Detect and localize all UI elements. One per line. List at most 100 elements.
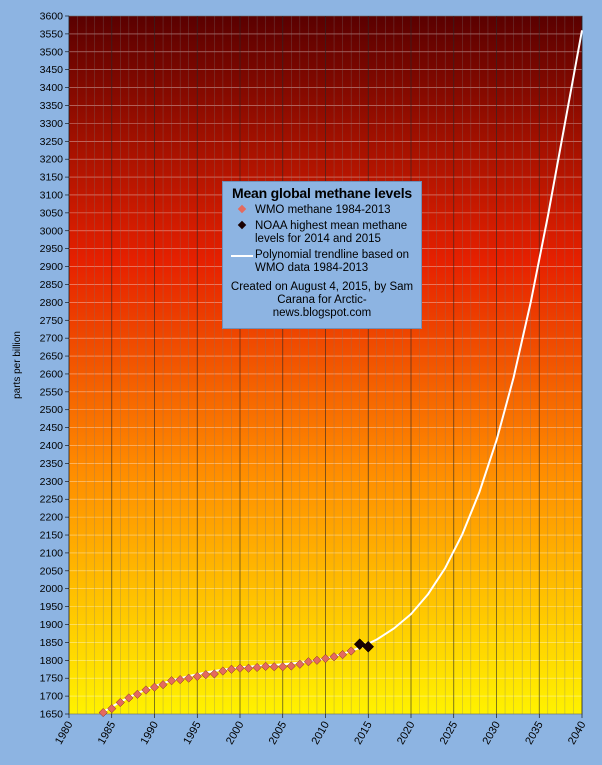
y-tick-label: 3200 [40, 154, 64, 166]
wmo-data-point [312, 655, 322, 665]
y-tick-label: 3050 [40, 207, 64, 219]
wmo-data-point [261, 661, 271, 671]
y-tick-label: 3300 [40, 118, 64, 130]
wmo-data-point [320, 653, 331, 664]
wmo-data-point [124, 693, 134, 703]
y-tick-label: 3450 [40, 64, 64, 76]
wmo-data-point [192, 671, 202, 681]
y-tick-label: 2550 [40, 386, 64, 398]
y-tick-label: 1950 [40, 601, 64, 613]
y-tick-label: 2150 [40, 530, 64, 542]
chart-credit: Created on August 4, 2015, by Sam Carana… [230, 281, 414, 319]
y-tick-label: 2700 [40, 333, 64, 345]
wmo-data-point [141, 685, 151, 695]
x-tick-label: 1985 [96, 720, 119, 747]
y-tick-label: 3250 [40, 136, 64, 148]
legend: Mean global methane levels WMO methane 1… [222, 181, 422, 329]
y-tick-label: 3100 [40, 189, 64, 201]
wmo-data-point [278, 662, 288, 672]
wmo-data-point [201, 670, 211, 680]
x-tick-label: 2035 [523, 720, 546, 747]
y-tick-label: 1750 [40, 673, 64, 685]
y-tick-label: 1900 [40, 619, 64, 631]
wmo-data-point [252, 662, 262, 673]
y-tick-label: 2750 [40, 315, 64, 327]
x-tick-label: 2015 [352, 720, 375, 747]
y-tick-label: 2250 [40, 494, 64, 506]
y-tick-label: 3150 [40, 172, 64, 184]
y-tick-label: 2600 [40, 368, 64, 380]
y-axis: 1650 1700 1750 1800 1850 1900 1950 2000 2050 2100… [40, 11, 69, 721]
y-tick-label: 2050 [40, 565, 64, 577]
y-tick-label: 3350 [40, 100, 64, 112]
legend-marker-wmo [229, 204, 255, 217]
wmo-data-point [149, 682, 160, 692]
x-tick-label: 1980 [53, 720, 76, 747]
y-tick-label: 3550 [40, 28, 64, 40]
wmo-data-point [303, 657, 313, 667]
wmo-data-point [235, 663, 245, 673]
legend-label-noaa: NOAA highest mean methane levels for 201… [255, 220, 408, 245]
y-tick-label: 2000 [40, 583, 64, 595]
y-axis-label: parts per billion [12, 331, 23, 399]
wmo-data-point [218, 666, 228, 676]
y-tick-label: 3500 [40, 46, 64, 58]
wmo-data-point [226, 664, 237, 674]
x-tick-label: 2000 [224, 720, 247, 747]
x-tick-label: 2005 [267, 720, 290, 747]
wmo-data-point [295, 659, 305, 669]
y-tick-label: 2950 [40, 243, 64, 255]
y-tick-label: 1650 [40, 709, 64, 721]
wmo-data-point [184, 673, 194, 683]
y-tick-label: 1800 [40, 655, 64, 667]
x-tick-label: 2030 [480, 720, 503, 747]
noaa-data-point [353, 638, 366, 651]
y-tick-label: 1700 [40, 691, 64, 703]
y-tick-label: 3400 [40, 82, 64, 94]
y-tick-label: 2100 [40, 547, 64, 559]
wmo-data-point [346, 646, 356, 656]
wmo-data-point [338, 650, 348, 660]
x-tick-label: 1990 [138, 720, 161, 747]
legend-label-wmo: WMO methane 1984-2013 [255, 204, 391, 216]
wmo-data-point [98, 708, 108, 718]
wmo-data-point [175, 675, 185, 685]
wmo-data-point [115, 697, 125, 708]
wmo-data-point [243, 663, 254, 673]
wmo-data-point [107, 704, 117, 714]
y-tick-label: 2350 [40, 458, 64, 470]
y-tick-label: 2300 [40, 476, 64, 488]
legend-label-trendline: Polynomial trendline based on WMO data 1… [255, 249, 410, 274]
y-tick-label: 2500 [40, 404, 64, 416]
x-tick-label: 2010 [309, 720, 332, 747]
points-series [98, 638, 375, 718]
chart-title: Mean global methane levels [232, 185, 412, 201]
grid [68, 15, 583, 715]
legend-item-noaa: NOAA highest mean methane levels for 201… [229, 220, 415, 246]
y-tick-label: 2650 [40, 351, 64, 363]
y-tick-label: 2850 [40, 279, 64, 291]
x-tick-label: 1995 [181, 720, 204, 747]
y-tick-label: 2800 [40, 297, 64, 309]
x-tick-label: 2020 [395, 720, 418, 747]
legend-item-wmo: WMO methane 1984-2013 [229, 204, 415, 217]
noaa-data-point [362, 640, 375, 653]
wmo-data-point [286, 661, 296, 671]
y-tick-label: 3000 [40, 225, 64, 237]
wmo-data-point [132, 689, 142, 699]
y-tick-label: 2450 [40, 422, 64, 434]
wmo-data-point [209, 669, 219, 679]
y-tick-label: 2400 [40, 440, 64, 452]
y-tick-label: 1850 [40, 637, 64, 649]
y-tick-label: 2900 [40, 261, 64, 273]
y-tick-label: 3600 [40, 11, 64, 23]
diamond-marker-icon [237, 220, 247, 230]
wmo-data-point [158, 680, 168, 690]
wmo-data-point [167, 676, 177, 686]
legend-marker-trendline [229, 249, 255, 262]
y-tick-label: 2200 [40, 512, 64, 524]
diamond-marker-icon [237, 204, 247, 214]
line-marker-icon [231, 255, 253, 257]
